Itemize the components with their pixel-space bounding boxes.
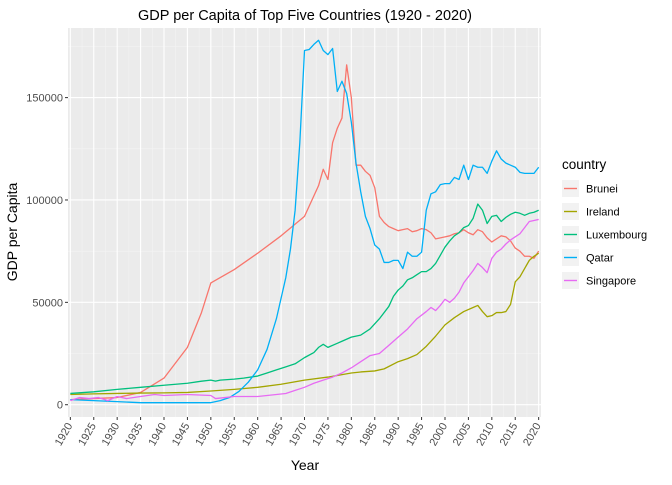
x-tick-label: 1980 [334, 421, 357, 448]
x-tick-label: 1975 [310, 421, 333, 448]
legend-item-ireland: Ireland [562, 203, 620, 220]
legend-label: Ireland [586, 207, 620, 219]
legend-label: Brunei [586, 184, 618, 196]
x-tick-label: 1945 [170, 421, 193, 448]
y-tick-label: 150000 [26, 93, 63, 105]
y-tick-label: 100000 [26, 195, 63, 207]
y-axis-title: GDP per Capita [4, 183, 20, 282]
legend-label: Qatar [586, 253, 614, 265]
x-tick-label: 2020 [521, 421, 544, 448]
legend-title: country [562, 157, 607, 172]
y-tick-label: 0 [57, 400, 63, 412]
y-tick-label: 50000 [32, 297, 63, 309]
x-tick-label: 2015 [498, 421, 521, 448]
x-tick-label: 1985 [357, 421, 380, 448]
x-tick-label: 2010 [474, 421, 497, 448]
x-tick-label: 1965 [264, 421, 287, 448]
legend-item-brunei: Brunei [562, 180, 618, 197]
series-line-qatar [70, 39, 540, 404]
x-tick-label: 2005 [451, 421, 474, 448]
x-tick-label: 1995 [404, 421, 427, 448]
legend-item-singapore: Singapore [562, 272, 636, 289]
series-line-brunei [70, 64, 540, 401]
chart-title: GDP per Capita of Top Five Countries (19… [138, 8, 472, 24]
x-axis-title: Year [291, 457, 320, 473]
y-axis: 0 50000 100000 150000 [26, 93, 68, 412]
x-tick-label: 1940 [146, 421, 169, 448]
x-tick-label: 1930 [100, 421, 123, 448]
legend-item-qatar: Qatar [562, 249, 614, 266]
series-line-ireland [70, 252, 540, 396]
series-line-luxembourg [70, 203, 539, 395]
x-tick-label: 1970 [287, 421, 310, 448]
legend-items: Brunei Ireland Luxembourg Qatar Singapore [562, 180, 647, 289]
legend-label: Luxembourg [586, 230, 647, 242]
legend-item-luxembourg: Luxembourg [562, 226, 647, 243]
legend-label: Singapore [586, 276, 636, 288]
legend: country Brunei Ireland Luxembourg Qatar Sing… [562, 157, 647, 289]
x-tick-label: 1950 [193, 421, 216, 448]
x-tick-label: 1990 [381, 421, 404, 448]
x-tick-label: 1925 [76, 421, 99, 448]
series-lines [70, 39, 540, 404]
major-gridlines [68, 28, 541, 417]
x-tick-label: 1955 [217, 421, 240, 448]
series-line-singapore [70, 218, 539, 402]
x-axis: 1920 1925 1930 1935 1940 1945 1950 1955 1960 1965… [53, 417, 544, 448]
x-tick-label: 1920 [53, 421, 76, 448]
x-tick-label: 1960 [240, 421, 263, 448]
x-tick-label: 2000 [427, 421, 450, 448]
x-tick-label: 1935 [123, 421, 146, 448]
